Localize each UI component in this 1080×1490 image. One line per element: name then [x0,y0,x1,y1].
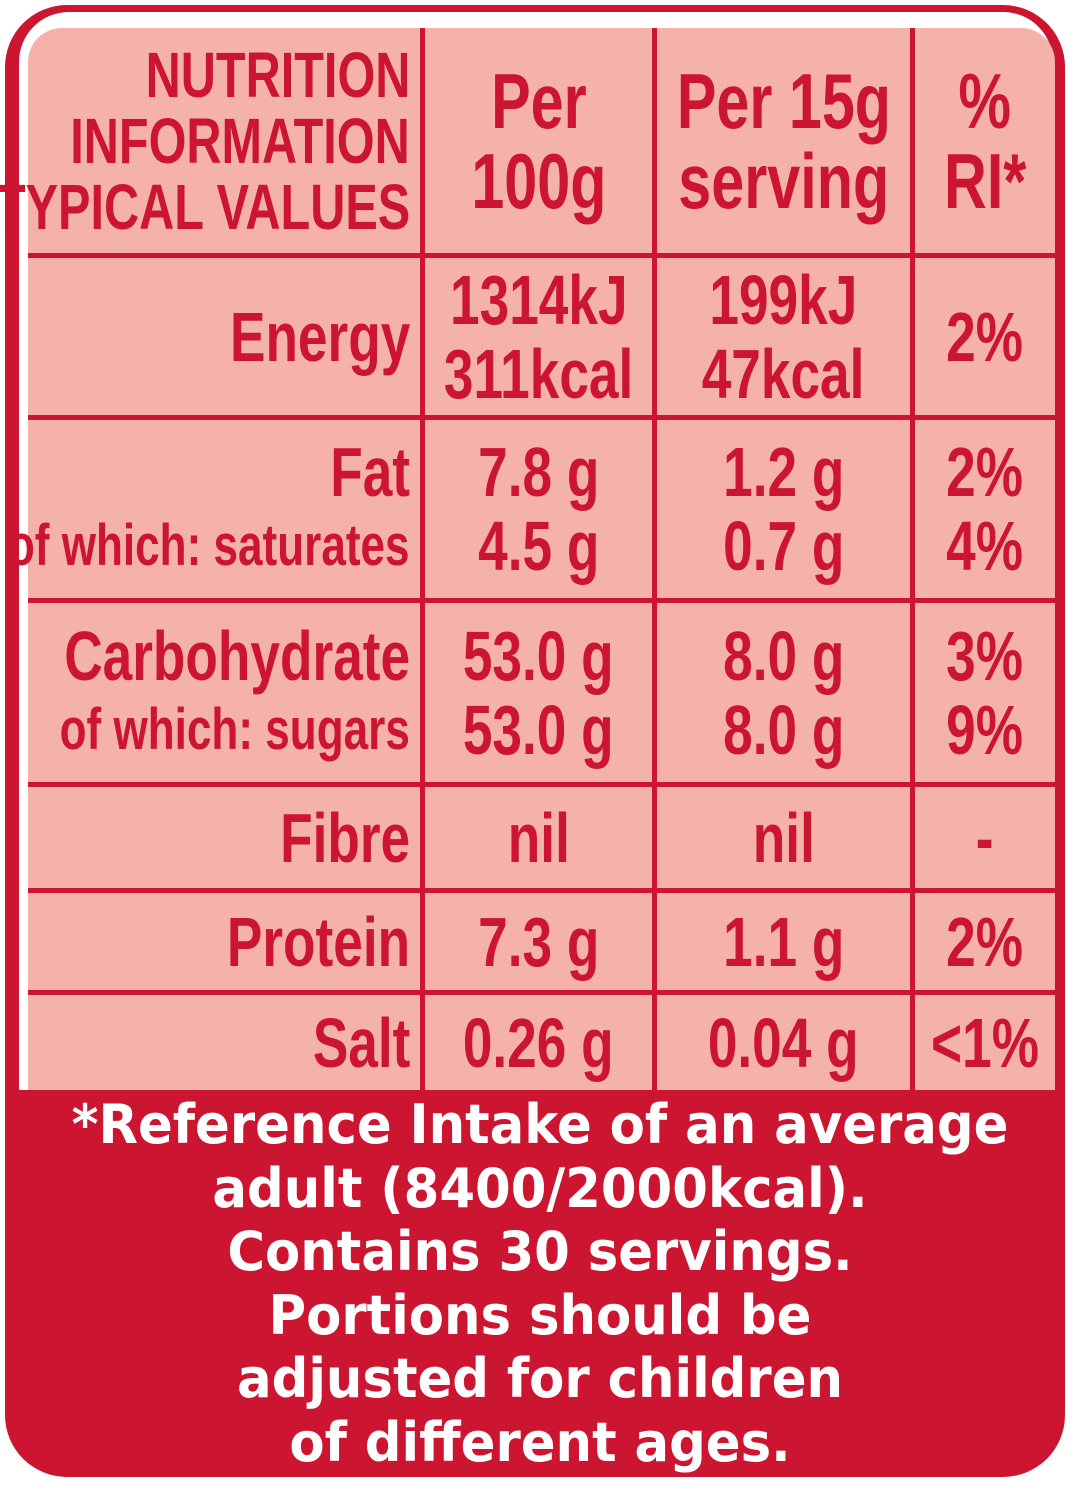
header-text: % [958,56,1012,145]
row-carbohydrate-ri: 3% 9% [910,603,1055,787]
cell-text: 8.0 g [722,616,845,695]
row-fibre-per100: nil [420,787,652,893]
row-energy-ri: 2% [910,258,1055,420]
footnote-line: Portions should be [268,1283,812,1347]
header-title-line: NUTRITION [145,38,410,111]
cell-text: 0.04 g [708,1003,859,1082]
row-protein-label: Protein [28,893,420,995]
row-salt-ri: <1% [910,995,1055,1090]
footnote-line: of different ages. [289,1410,791,1474]
row-fat-label: Fat of which: saturates [8,420,420,603]
row-protein-ri: 2% [910,893,1055,995]
cell-text: 0.7 g [722,507,845,585]
row-protein-perServing: 1.1 g [652,893,910,995]
cell-text: 199kJ [709,260,858,339]
cell-text: 53.0 g [463,690,614,769]
footnote: *Reference Intake of an average adult (84… [0,1093,1080,1474]
row-carbohydrate-per100: 53.0 g 53.0 g [420,603,652,787]
cell-text: 7.8 g [477,433,600,511]
row-fat-perServing: 1.2 g 0.7 g [652,420,910,603]
cell-text: Energy [229,297,410,376]
cell-text: Salt [312,1003,410,1082]
header-per100: Per 100g [420,28,652,258]
cell-text: nil [507,798,570,877]
header-text: RI* [943,136,1027,225]
cell-text: <1% [931,1003,1039,1082]
header-text: Per 15g [676,56,891,145]
row-fibre-label: Fibre [28,787,420,893]
cell-text: of which: saturates [8,513,410,578]
cell-text: 3% [946,616,1024,695]
header-text: 100g [470,136,607,225]
cell-text: 1314kJ [449,260,628,339]
row-fibre-ri: - [910,787,1055,893]
header-title-line: INFORMATION [70,104,410,177]
footnote-line: Contains 30 servings. [227,1220,853,1283]
cell-text: 2% [946,902,1024,981]
cell-text: of which: sugars [59,696,410,762]
row-salt-per100: 0.26 g [420,995,652,1090]
row-carbohydrate-label: Carbohydrate of which: sugars [28,603,420,787]
row-energy-label: Energy [28,258,420,420]
row-salt-label: Salt [28,995,420,1090]
cell-text: - [976,798,994,877]
cell-text: 4% [946,507,1024,585]
cell-text: Fat [330,433,410,511]
row-fat-per100: 7.8 g 4.5 g [420,420,652,603]
cell-text: 2% [946,297,1024,376]
row-carbohydrate-perServing: 8.0 g 8.0 g [652,603,910,787]
cell-text: 8.0 g [722,690,845,769]
cell-text: 1.1 g [722,902,845,981]
cell-text: 2% [946,433,1024,511]
header-per-serving: Per 15g serving [652,28,910,258]
header-title-line: TYPICAL VALUES [0,170,410,243]
row-protein-per100: 7.3 g [420,893,652,995]
header-text: serving [678,136,889,225]
cell-text: Carbohydrate [64,616,410,695]
footnote-line: *Reference Intake of an average [71,1093,1009,1156]
cell-text: 47kcal [702,334,865,413]
row-energy-per100: 1314kJ 311kcal [420,258,652,420]
row-fibre-perServing: nil [652,787,910,893]
row-fat-ri: 2% 4% [910,420,1055,603]
cell-text: 4.5 g [477,507,600,585]
footnote-line: adult (8400/2000kcal). [212,1156,868,1220]
cell-text: 53.0 g [463,616,614,695]
cell-text: 7.3 g [477,902,600,981]
footnote-line: adjusted for children [236,1347,844,1410]
header-title: NUTRITION INFORMATION TYPICAL VALUES [0,28,420,258]
cell-text: 0.26 g [463,1003,614,1082]
cell-text: 311kcal [443,334,634,413]
row-salt-perServing: 0.04 g [652,995,910,1090]
header-text: Per [490,56,587,145]
nutrition-table: NUTRITION INFORMATION TYPICAL VALUES Per… [0,28,1055,1090]
header-ri: % RI* [910,28,1055,258]
cell-text: Protein [226,902,410,981]
cell-text: 9% [946,690,1024,769]
row-energy-perServing: 199kJ 47kcal [652,258,910,420]
cell-text: nil [752,798,815,877]
cell-text: Fibre [279,798,410,877]
cell-text: 1.2 g [722,433,845,511]
